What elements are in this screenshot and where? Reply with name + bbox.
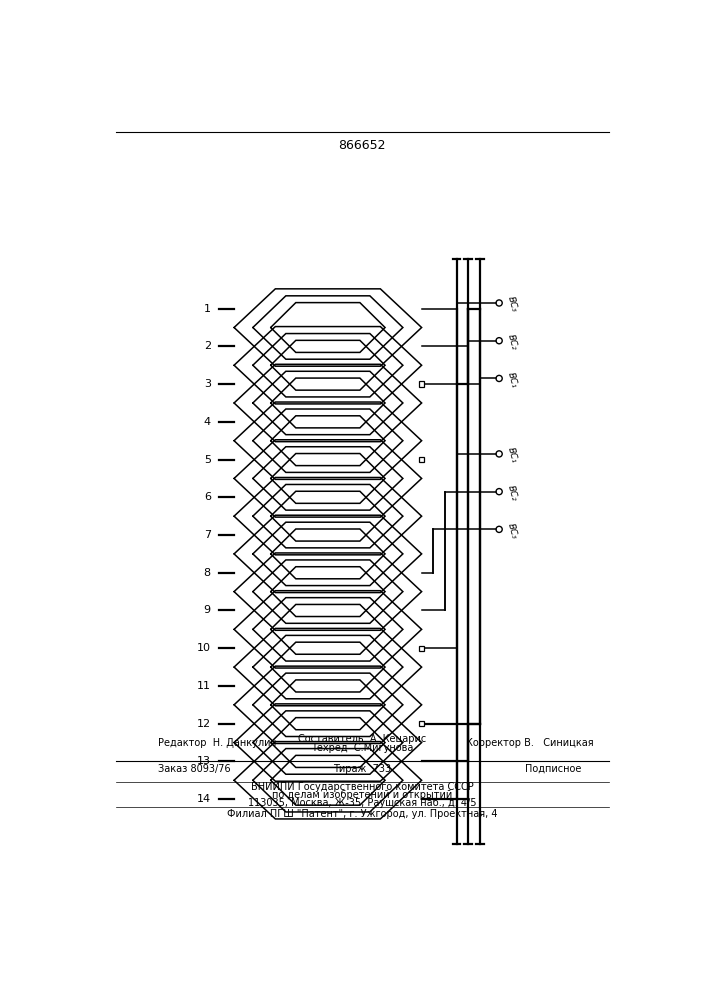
Text: ВС₁: ВС₁ xyxy=(506,447,518,464)
Text: Редактор  Н. Данкулич: Редактор Н. Данкулич xyxy=(158,738,276,748)
Text: 10: 10 xyxy=(197,643,211,653)
Text: ВС₂: ВС₂ xyxy=(506,333,518,351)
Text: ВС₂: ВС₂ xyxy=(506,484,518,502)
Text: Составитель  А. Кецарис: Составитель А. Кецарис xyxy=(298,734,426,744)
Text: 8: 8 xyxy=(204,568,211,578)
Text: Корректор В.   Синицкая: Корректор В. Синицкая xyxy=(467,738,594,748)
Text: Тираж  733: Тираж 733 xyxy=(333,764,391,774)
Bar xyxy=(419,646,424,651)
Text: Заказ 8093/76: Заказ 8093/76 xyxy=(158,764,230,774)
Text: ВНИИПИ Государственного комитета СССР: ВНИИПИ Государственного комитета СССР xyxy=(250,782,473,792)
Text: 7: 7 xyxy=(204,530,211,540)
Text: 5: 5 xyxy=(204,455,211,465)
Text: 13: 13 xyxy=(197,756,211,766)
Text: ВС₃: ВС₃ xyxy=(506,522,518,540)
Text: 11: 11 xyxy=(197,681,211,691)
Bar xyxy=(419,457,424,462)
Text: Филиал ПГШ "Патент", г. Ужгород, ул. Проектная, 4: Филиал ПГШ "Патент", г. Ужгород, ул. Про… xyxy=(227,809,497,819)
Text: 14: 14 xyxy=(197,794,211,804)
Bar xyxy=(419,381,424,387)
Text: Техред  С.Мигунова: Техред С.Мигунова xyxy=(311,743,413,753)
Text: 4: 4 xyxy=(204,417,211,427)
Text: по делам изобретений и открытий: по делам изобретений и открытий xyxy=(271,790,452,800)
Text: 1: 1 xyxy=(204,304,211,314)
Text: Подписное: Подписное xyxy=(525,764,582,774)
Text: 12: 12 xyxy=(197,719,211,729)
Text: ВС₁: ВС₁ xyxy=(506,371,518,389)
Text: 9: 9 xyxy=(204,605,211,615)
Text: 866652: 866652 xyxy=(338,139,386,152)
Text: 3: 3 xyxy=(204,379,211,389)
Bar xyxy=(419,721,424,726)
Text: ВС₃: ВС₃ xyxy=(506,296,518,313)
Text: 6: 6 xyxy=(204,492,211,502)
Text: 113035, Москва, Ж-35, Раушская наб., д. 4/5: 113035, Москва, Ж-35, Раушская наб., д. … xyxy=(247,798,477,808)
Text: 2: 2 xyxy=(204,341,211,351)
